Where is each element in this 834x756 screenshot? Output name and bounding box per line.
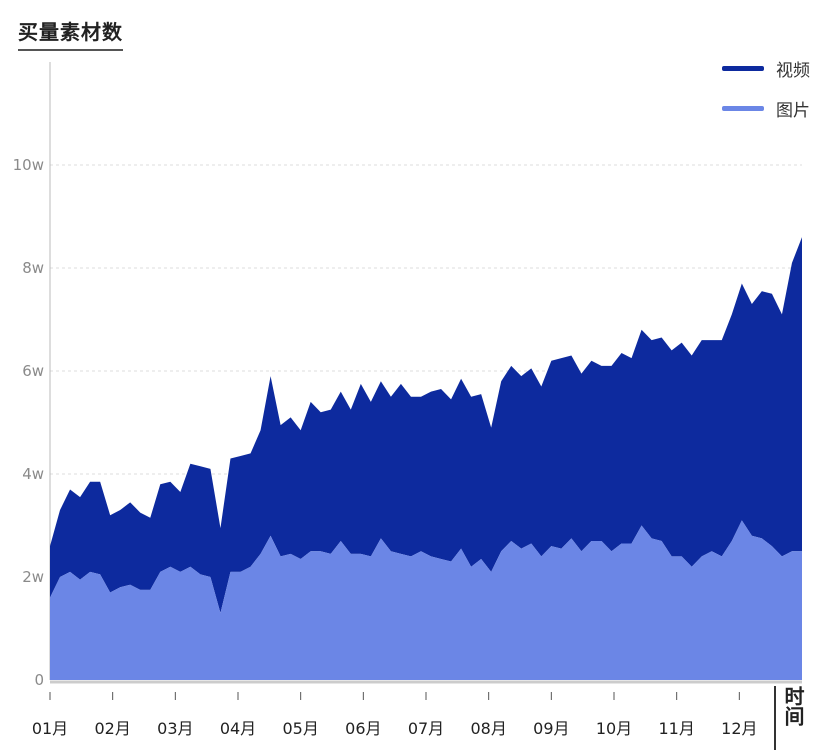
x-tick-label: 01月 xyxy=(32,719,68,738)
y-tick-labels: 0 2w 4w 6w 8w 10w xyxy=(13,156,44,689)
legend-label-image: 图片 xyxy=(776,101,810,121)
area-image xyxy=(50,520,802,680)
x-axis: 01月 02月 03月 04月 05月 06月 07月 08月 09月 10月 11月 12月 xyxy=(32,680,802,738)
x-tick-label: 11月 xyxy=(658,719,694,738)
y-tick-label: 10w xyxy=(13,156,44,174)
legend-swatch-video xyxy=(722,66,764,71)
y-tick-label: 0 xyxy=(34,671,44,689)
area-series xyxy=(50,237,802,680)
x-tick-label: 02月 xyxy=(94,719,130,738)
x-tick-label: 04月 xyxy=(220,719,256,738)
legend-item-video[interactable]: 视频 xyxy=(722,56,810,81)
area-video xyxy=(50,237,802,614)
y-tick-label: 2w xyxy=(22,568,44,586)
chart-title: 买量素材数 xyxy=(18,16,123,51)
y-tick-label: 8w xyxy=(22,259,44,277)
legend-swatch-image xyxy=(722,106,764,111)
x-tick-label: 06月 xyxy=(345,719,381,738)
x-tick-label: 09月 xyxy=(533,719,569,738)
x-tick-label: 10月 xyxy=(596,719,632,738)
x-tick-label: 03月 xyxy=(157,719,193,738)
y-tick-label: 6w xyxy=(22,362,44,380)
x-axis-title: 时间 xyxy=(774,686,810,750)
x-tick-label: 08月 xyxy=(470,719,506,738)
x-tick-label: 12月 xyxy=(721,719,757,738)
x-tick-label: 05月 xyxy=(282,719,318,738)
x-tick-label: 07月 xyxy=(408,719,444,738)
legend-label-video: 视频 xyxy=(776,61,810,81)
y-tick-label: 4w xyxy=(22,465,44,483)
legend-item-image[interactable]: 图片 xyxy=(722,96,810,121)
x-axis-title-text: 时间 xyxy=(781,686,805,726)
